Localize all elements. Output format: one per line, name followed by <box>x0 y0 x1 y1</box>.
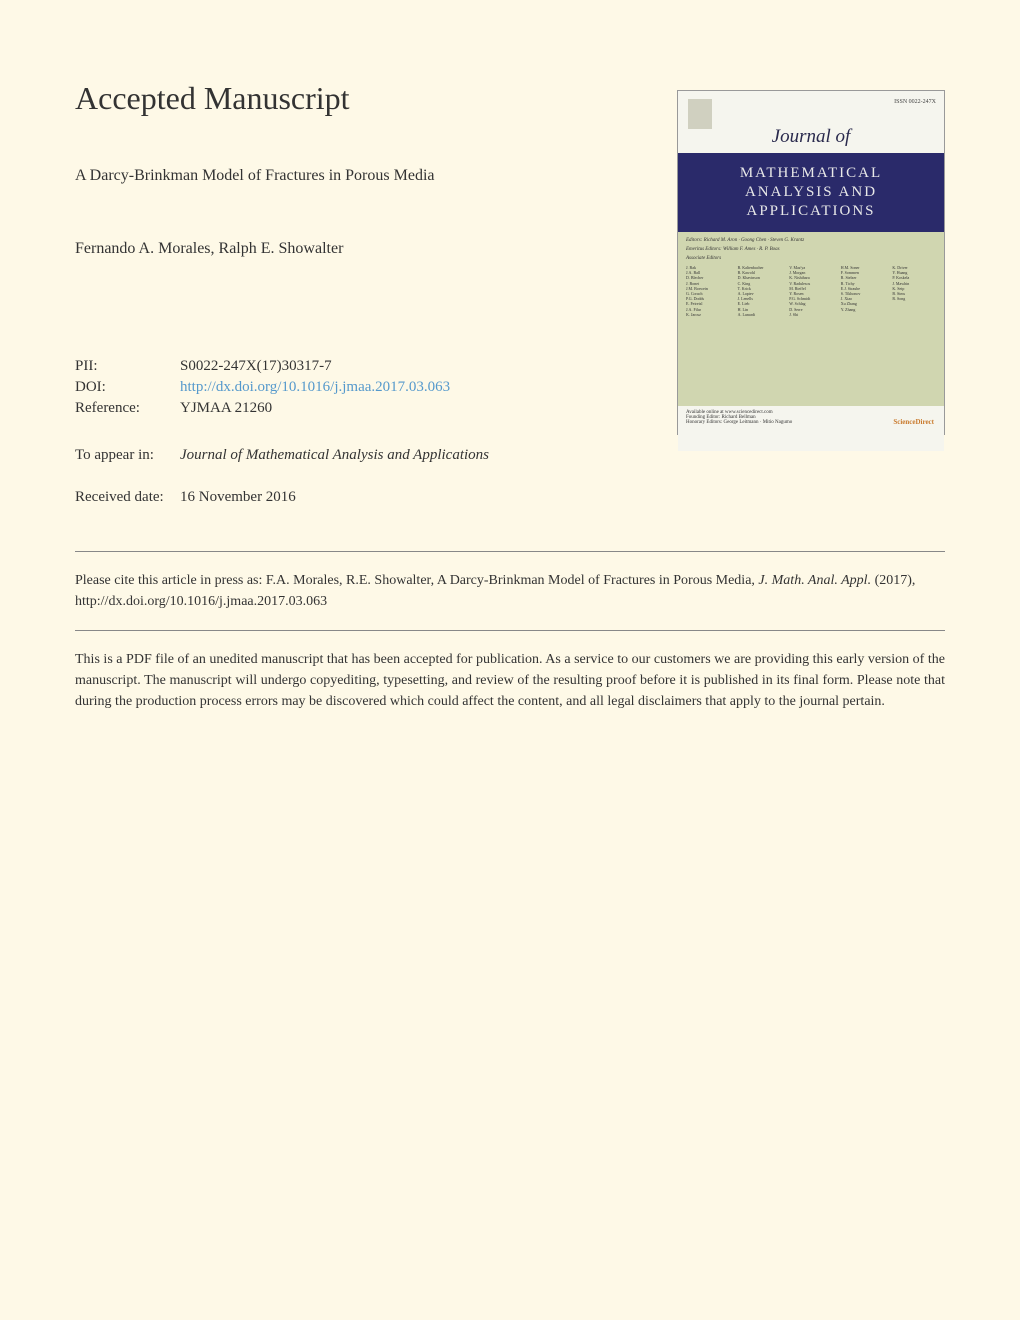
cover-title-line1: MATHEMATICAL <box>678 165 944 182</box>
journal-cover-image: ISSN 0022-247X Journal of MATHEMATICAL A… <box>677 90 945 435</box>
cover-names-columns: J. BakJ.A. BallD. BlecherJ. BonetJ.M. Bo… <box>686 265 936 317</box>
cover-footer: Available online at www.sciencedirect.co… <box>678 406 944 451</box>
received-date-value: 16 November 2016 <box>180 489 945 506</box>
doi-label: DOI: <box>75 379 180 396</box>
cover-emeritus-label: Emeritus Editors: William F. Ames · R. P… <box>686 247 936 252</box>
cover-names-col2: B. KaltenbacherB. KawohlD. KhavinsonC. K… <box>738 265 782 317</box>
cover-names-col1: J. BakJ.A. BallD. BlecherJ. BonetJ.M. Bo… <box>686 265 730 317</box>
cover-editors-label: Editors: Richard M. Aron · Goong Chen · … <box>686 238 936 243</box>
elsevier-logo-icon <box>688 99 712 129</box>
reference-label: Reference: <box>75 400 180 417</box>
pii-label: PII: <box>75 358 180 375</box>
cover-journal-of: Journal of <box>772 126 851 148</box>
cover-names-col3: V. Maz'yaJ. MorganK. NishiharaV. Radules… <box>789 265 833 317</box>
citation-text: Please cite this article in press as: F.… <box>75 570 945 612</box>
cover-title-line2: ANALYSIS AND <box>678 184 944 201</box>
citation-prefix: Please cite this article in press as: F.… <box>75 573 758 588</box>
cover-names-col5: K. DriverY. HuangP. KoskelaJ. MawhinK. S… <box>892 265 936 317</box>
citation-journal: J. Math. Anal. Appl. <box>758 573 871 588</box>
cover-header: ISSN 0022-247X Journal of <box>678 91 944 153</box>
divider-top <box>75 551 945 552</box>
cover-assoc-label: Associate Editors <box>686 256 936 261</box>
cover-title-line3: APPLICATIONS <box>678 203 944 220</box>
received-date-row: Received date: 16 November 2016 <box>75 489 945 506</box>
cover-editors-section: Editors: Richard M. Aron · Goong Chen · … <box>678 232 944 406</box>
cover-title-box: MATHEMATICAL ANALYSIS AND APPLICATIONS <box>678 153 944 232</box>
received-date-label: Received date: <box>75 489 180 506</box>
appear-in-label: To appear in: <box>75 447 180 464</box>
cover-names-col4: H.M. SonerF. SommenR. StelzerR. TichyE.J… <box>841 265 885 317</box>
divider-bottom <box>75 630 945 631</box>
sciencedirect-logo: ScienceDirect <box>893 418 934 426</box>
disclaimer-text: This is a PDF file of an unedited manusc… <box>75 649 945 712</box>
cover-issn: ISSN 0022-247X <box>894 99 936 105</box>
